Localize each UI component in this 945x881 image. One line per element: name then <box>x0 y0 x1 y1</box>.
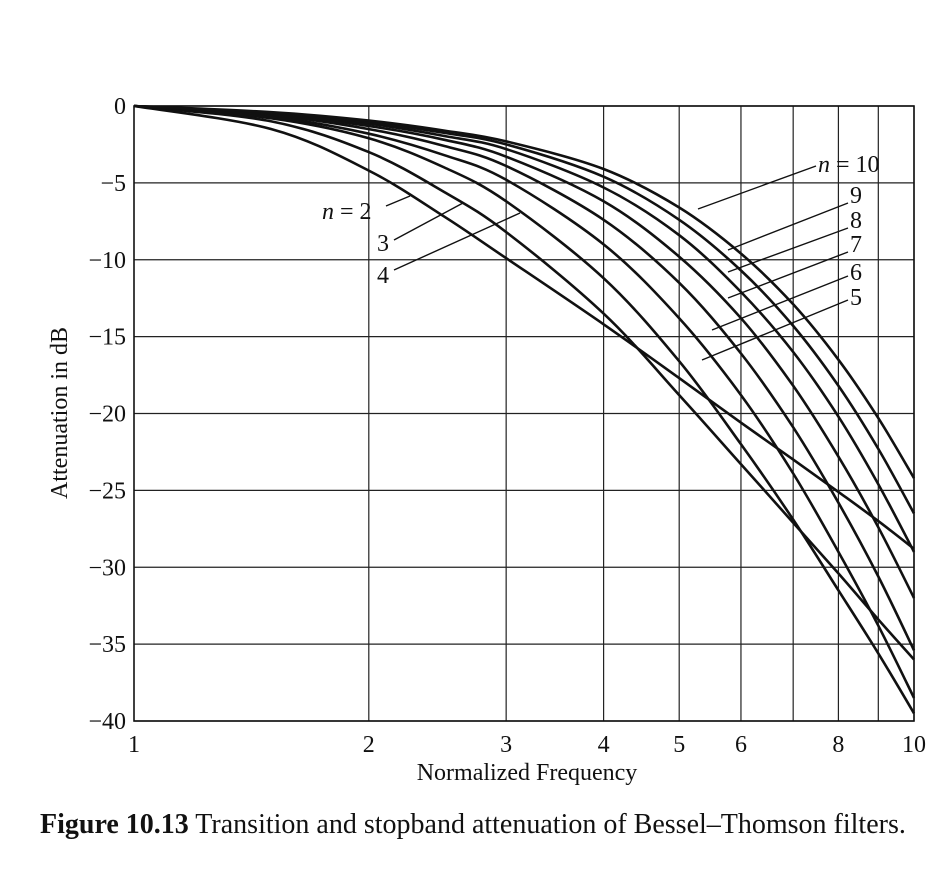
y-tick-label-neg25: −25 <box>88 478 126 504</box>
curve-label-n10: n = 10 <box>818 152 880 178</box>
x-tick-label-8: 8 <box>832 732 844 758</box>
figure-caption: Figure 10.13 Transition and stopband att… <box>40 808 920 842</box>
grid <box>134 105 915 722</box>
axes: 1 2 3 4 5 6 8 100−5−10−15−20−25−30−35−40 <box>88 94 926 758</box>
y-tick-label-neg20: −20 <box>88 402 126 428</box>
series-line-n4 <box>133 104 916 714</box>
y-tick-label-neg40: −40 <box>88 709 126 735</box>
series-line-n6 <box>133 104 916 651</box>
curve-leader-n8 <box>727 227 849 273</box>
series-line-n10 <box>133 104 916 479</box>
series-line-n5 <box>133 104 916 699</box>
curve-label-n4: 4 <box>377 263 389 289</box>
curve-label-n6: 6 <box>850 260 862 286</box>
series-lines <box>133 104 916 714</box>
y-axis-label: Attenuation in dB <box>47 327 73 499</box>
curve-leader-n10 <box>697 165 817 210</box>
curve-label-n9: 9 <box>850 183 862 209</box>
y-tick-label-neg35: −35 <box>88 632 126 658</box>
curve-leader-n5 <box>701 299 849 361</box>
y-tick-label-0: 0 <box>114 94 126 120</box>
y-tick-label-neg30: −30 <box>88 555 126 581</box>
curve-leader-n6 <box>711 275 849 331</box>
curve-label-n3: 3 <box>377 231 389 257</box>
curve-leader-n9 <box>727 202 849 251</box>
x-tick-label-3: 3 <box>500 732 512 758</box>
curve-leader-n4 <box>393 212 521 271</box>
curve-leader-n2 <box>385 195 411 207</box>
y-tick-label-neg10: −10 <box>88 248 126 274</box>
curve-label-n8: 8 <box>850 208 862 234</box>
curve-label-n2: n = 2 <box>322 199 372 225</box>
x-tick-label-1: 1 <box>128 732 140 758</box>
figure-caption-label: Figure 10.13 <box>40 809 189 840</box>
series-line-n2 <box>133 104 915 550</box>
x-tick-label-6: 6 <box>735 732 747 758</box>
figure-caption-text: Transition and stopband attenuation of B… <box>188 809 906 840</box>
curve-label-n5: 5 <box>850 285 862 311</box>
curve-leader-n7 <box>727 251 849 299</box>
series-line-n7 <box>133 104 916 599</box>
curve-label-n7: 7 <box>850 232 862 258</box>
x-axis-label: Normalized Frequency <box>417 760 638 786</box>
bessel-thomson-attenuation-chart: 1 2 3 4 5 6 8 100−5−10−15−20−25−30−35−40 n = 23… <box>47 94 926 786</box>
plot-frame <box>133 105 915 722</box>
x-tick-label-10: 10 <box>902 732 926 758</box>
series-line-n3 <box>133 104 915 661</box>
x-tick-label-2: 2 <box>363 732 375 758</box>
curve-leader-n3 <box>393 202 464 241</box>
x-tick-label-4: 4 <box>598 732 610 758</box>
y-tick-label-neg15: −15 <box>88 325 126 351</box>
x-tick-label-5: 5 <box>673 732 685 758</box>
y-tick-label-neg5: −5 <box>100 171 126 197</box>
